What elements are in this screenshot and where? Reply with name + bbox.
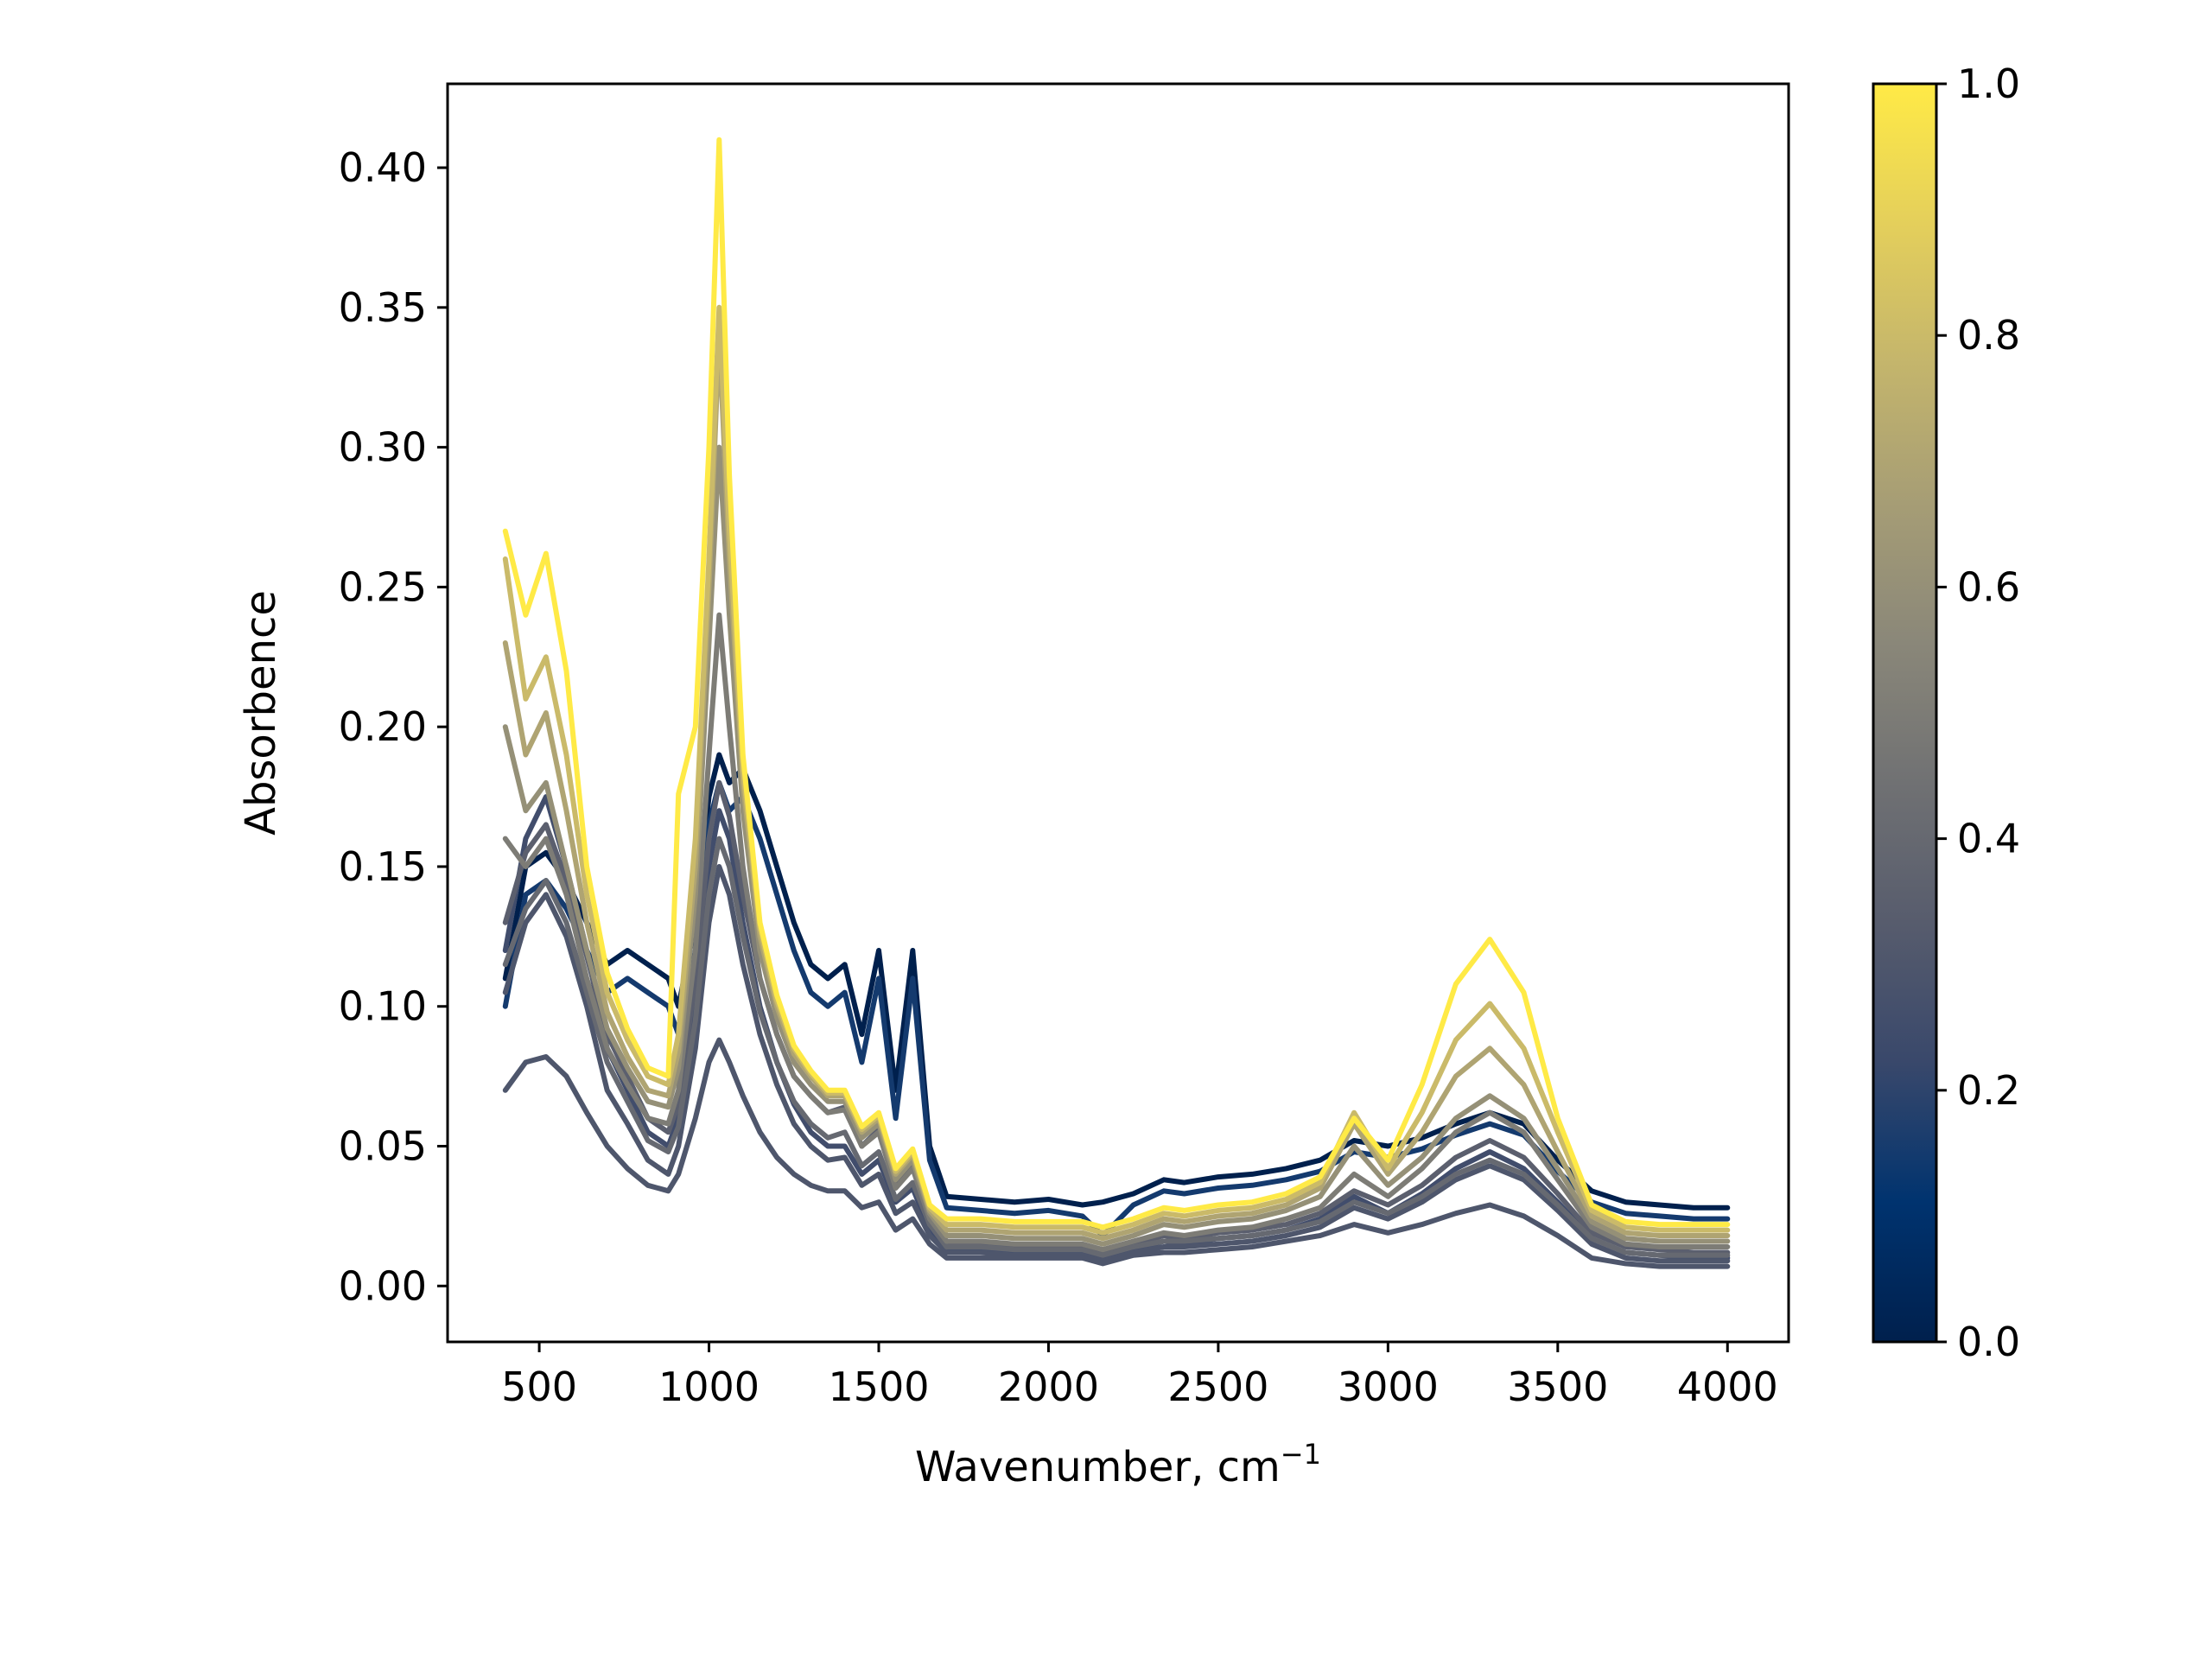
colorbar: 0.0 0.2 0.4 0.6 0.8 1.0 — [1872, 60, 2020, 1365]
y-tick-label: 0.35 — [339, 284, 427, 331]
y-tick-label: 0.40 — [339, 144, 427, 191]
x-axis-label: Wavenumber, cm−1 — [915, 1438, 1321, 1491]
x-tick-label: 4000 — [1677, 1363, 1778, 1410]
colorbar-tick-label: 0.2 — [1957, 1067, 2020, 1114]
x-tick-label: 2000 — [998, 1363, 1099, 1410]
y-axis-ticks: 0.00 0.05 0.10 0.15 0.20 0.25 0.30 0.35 0.40 — [339, 144, 448, 1309]
y-tick-label: 0.10 — [339, 983, 427, 1030]
spectrum-line-4 — [502, 1037, 1731, 1269]
x-tick-label: 3500 — [1507, 1363, 1608, 1410]
colorbar-tick-label: 0.6 — [1957, 563, 2020, 610]
plot-area — [446, 82, 1790, 1344]
spectrum-line-3 — [502, 864, 1731, 1264]
plot-frame — [446, 82, 1790, 1344]
spectrum-line-7 — [502, 612, 1731, 1253]
colorbar-tick-label: 0.4 — [1957, 816, 2020, 862]
y-tick-label: 0.20 — [339, 703, 427, 750]
x-tick-label: 500 — [501, 1363, 577, 1410]
y-axis-label: Absorbence — [237, 590, 285, 836]
x-axis-ticks: 500 1000 1500 2000 2500 3000 3500 4000 — [501, 1342, 1778, 1410]
y-tick-label: 0.00 — [339, 1262, 427, 1309]
x-tick-label: 3000 — [1338, 1363, 1439, 1410]
y-tick-label: 0.30 — [339, 424, 427, 471]
y-tick-label: 0.05 — [339, 1123, 427, 1170]
x-axis-label-superscript: −1 — [1281, 1438, 1321, 1471]
colorbar-tick-label: 1.0 — [1957, 60, 2020, 107]
spectrum-line-6 — [502, 836, 1731, 1258]
x-tick-label: 1500 — [828, 1363, 929, 1410]
colorbar-gradient — [1872, 82, 1938, 1344]
colorbar-tick-label: 0.0 — [1957, 1319, 2020, 1365]
y-tick-label: 0.15 — [339, 843, 427, 890]
y-tick-label: 0.25 — [339, 563, 427, 610]
colorbar-ticks: 0.0 0.2 0.4 0.6 0.8 1.0 — [1936, 60, 2020, 1365]
x-tick-label: 1000 — [658, 1363, 760, 1410]
colorbar-tick-label: 0.8 — [1957, 312, 2020, 359]
spectra-lines — [502, 137, 1731, 1269]
x-tick-label: 2500 — [1167, 1363, 1268, 1410]
spectrum-line-11 — [502, 137, 1731, 1230]
